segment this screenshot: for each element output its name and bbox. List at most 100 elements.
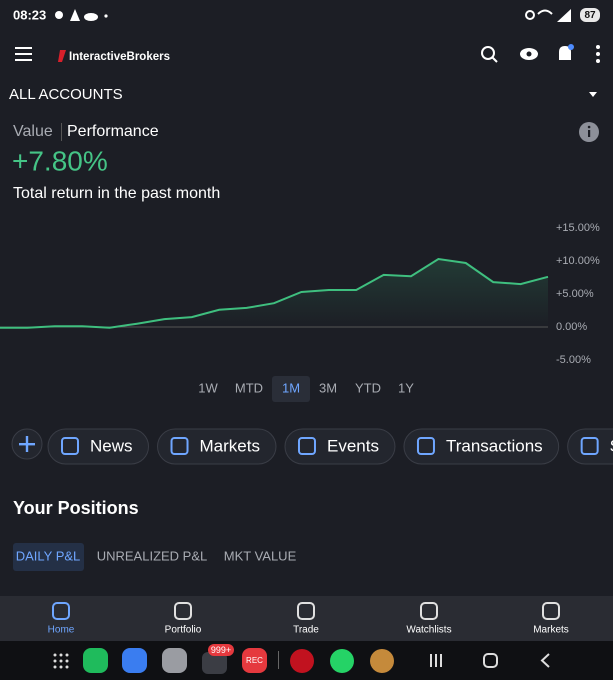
info-button[interactable] (579, 122, 599, 142)
dot (65, 659, 69, 663)
folder-app[interactable] (202, 652, 227, 674)
dot (596, 59, 600, 63)
nav-label[interactable]: Trade (293, 625, 319, 636)
more-button[interactable] (596, 45, 600, 63)
bottom-nav-items: Home Portfolio Trade Watchlists Markets (48, 602, 569, 636)
position-tabs: DAILY P&L UNREALIZED P&L MKT VALUE (16, 548, 297, 563)
apps-grid[interactable] (53, 653, 69, 669)
back-button[interactable] (540, 653, 550, 668)
nav-glyph (430, 654, 432, 667)
y-tick-label: +10.00% (556, 255, 600, 267)
chip-label: Events (327, 436, 379, 455)
nav-label[interactable]: Home (48, 625, 75, 636)
status-icon (84, 13, 98, 21)
shortcut-chips: News Markets Events Transactions Statements (47, 428, 613, 465)
divider (61, 123, 62, 141)
logo-text: InteractiveBrokers (69, 51, 170, 63)
position-tab[interactable]: UNREALIZED P&L (97, 548, 208, 563)
add-plus (25, 436, 29, 452)
position-tab[interactable]: DAILY P&L (16, 548, 81, 563)
app-icon[interactable] (290, 649, 314, 673)
dot (596, 45, 600, 49)
period-option[interactable]: MTD (235, 380, 263, 395)
period-highlight (272, 376, 310, 402)
add-button[interactable] (11, 428, 43, 460)
whatsapp-app[interactable] (330, 649, 354, 673)
value-toggle[interactable]: Value (13, 123, 53, 140)
chip-icon (61, 437, 79, 455)
visibility-button[interactable] (520, 48, 538, 60)
chip-label: Markets (200, 436, 260, 455)
period-selector: 1W MTD 1M 3M YTD 1Y (198, 380, 414, 395)
status-icon (70, 9, 80, 21)
nav-label[interactable]: Markets (533, 625, 569, 636)
info-icon (588, 130, 591, 137)
badge (208, 644, 234, 656)
status-icon (557, 9, 571, 22)
eye-icon (526, 51, 532, 57)
chip-label: News (90, 436, 133, 455)
dot (53, 665, 57, 669)
tab-highlight (13, 543, 84, 571)
dot (59, 665, 63, 669)
status-icon (525, 10, 535, 20)
period-option[interactable]: 1Y (398, 380, 414, 395)
chip-icon (580, 437, 599, 455)
chip-label: Transactions (446, 436, 543, 455)
nav-label[interactable]: Portfolio (165, 625, 202, 636)
chip-icon (170, 437, 189, 455)
nav-icon (297, 602, 315, 620)
nav-glyph (440, 654, 442, 667)
y-tick-label: 0.00% (556, 321, 587, 333)
notifications-button[interactable] (559, 44, 574, 60)
y-tick-label: -5.00% (556, 354, 591, 366)
dot (53, 659, 57, 663)
recorder-app[interactable] (242, 648, 267, 673)
search-icon (481, 46, 495, 60)
search-button[interactable] (481, 46, 498, 63)
nav-icon (420, 602, 438, 620)
dot (65, 653, 69, 657)
y-tick-label: +5.00% (556, 288, 594, 300)
chip-icon (297, 437, 316, 455)
status-icon (537, 9, 553, 15)
nav-glyph (435, 654, 437, 667)
badge-count: 999+ (211, 645, 231, 655)
home-button[interactable] (483, 653, 498, 668)
info-icon (587, 125, 591, 129)
y-tick-label: +15.00% (556, 222, 600, 234)
period-option[interactable]: 3M (319, 380, 337, 395)
period-option[interactable]: YTD (355, 380, 381, 395)
status-icon (104, 14, 108, 18)
app-icon[interactable] (370, 649, 394, 673)
chip[interactable] (403, 428, 560, 465)
camera-app[interactable] (162, 648, 187, 673)
dropdown-arrow (589, 92, 597, 97)
dot (596, 52, 600, 56)
menu-button[interactable] (15, 47, 32, 61)
area (0, 259, 548, 328)
period-option[interactable]: 1M (282, 380, 300, 395)
menu-bar (15, 47, 32, 49)
chip[interactable] (567, 428, 613, 465)
performance-toggle[interactable]: Performance (67, 123, 159, 140)
phone-app[interactable] (83, 648, 108, 673)
return-caption: Total return in the past month (13, 185, 220, 202)
nav-label[interactable]: Watchlists (406, 625, 451, 636)
account-selector[interactable]: ALL ACCOUNTS (9, 86, 597, 103)
search-icon (491, 56, 498, 63)
dot (59, 653, 63, 657)
menu-bar (15, 53, 32, 55)
dot (59, 659, 63, 663)
status-icon (55, 11, 63, 19)
position-tab[interactable]: MKT VALUE (224, 548, 297, 563)
menu-bar (15, 59, 32, 61)
section-title: Your Positions (13, 498, 139, 518)
chip-label: Statements (610, 436, 613, 455)
period-option[interactable]: 1W (198, 380, 218, 395)
bell-icon (559, 46, 571, 60)
messages-app[interactable] (122, 648, 147, 673)
recents-button[interactable] (430, 654, 442, 667)
